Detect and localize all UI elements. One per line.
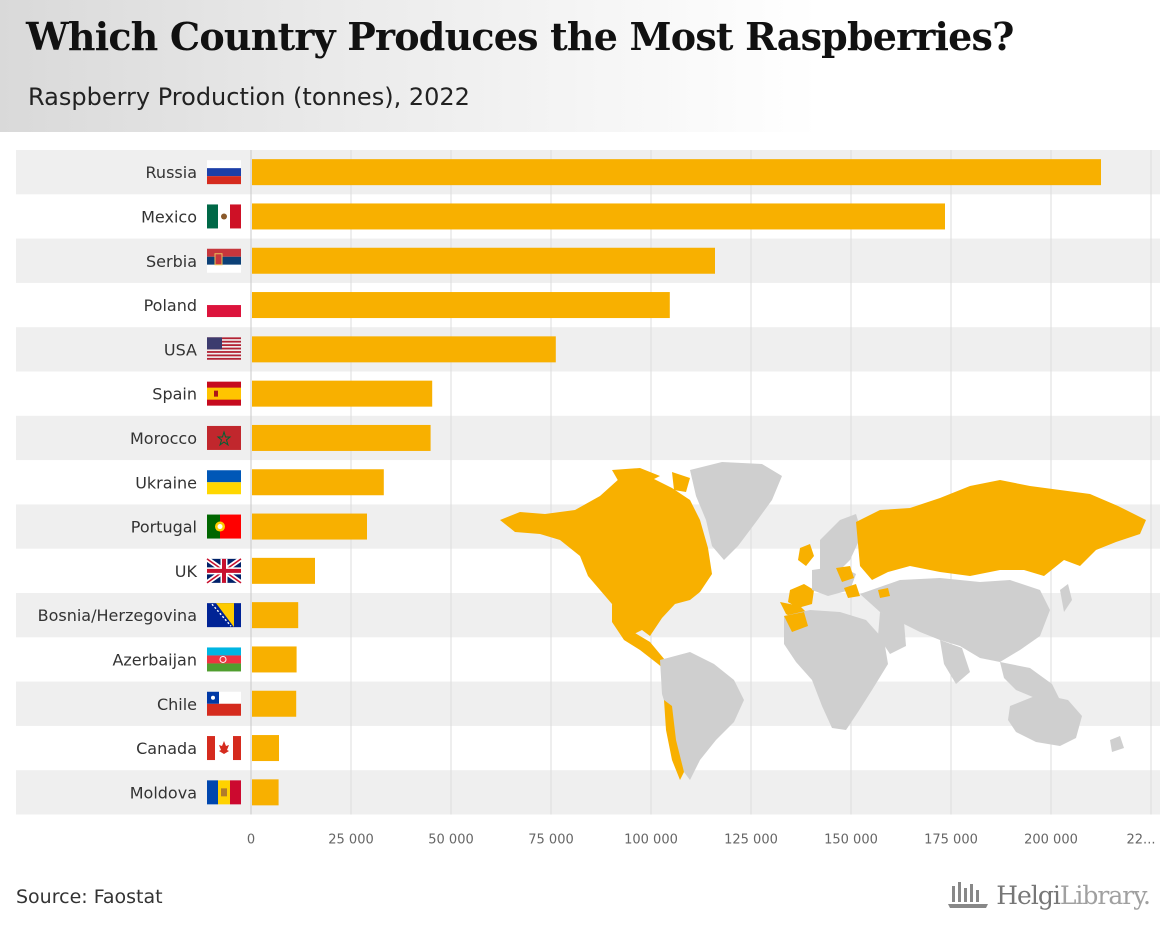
x-tick-label: 150 000 (824, 833, 878, 848)
x-tick-label: 175 000 (924, 833, 978, 848)
category-label: Canada (136, 739, 197, 758)
category-label: UK (175, 562, 198, 581)
bar-portugal (252, 513, 367, 540)
bar-usa (252, 336, 556, 363)
category-label: USA (164, 340, 197, 359)
bar-spain (252, 380, 433, 407)
bar-mexico (252, 203, 945, 230)
category-label: Bosnia/Herzegovina (38, 606, 197, 625)
bar-azerbaijan (252, 646, 297, 673)
flag-spain-icon (207, 381, 241, 406)
logo-brand-main: Helgi (996, 880, 1061, 910)
flag-usa-icon (207, 337, 241, 360)
bar-chart: Russia Mexico Serbia Poland USA Spain Morocco U… (16, 150, 1160, 848)
flag-serbia-icon (207, 248, 241, 273)
bar-poland (252, 292, 670, 319)
row-band (16, 770, 1160, 815)
x-tick-label: 200 000 (1024, 833, 1078, 848)
category-label: Moldova (130, 783, 197, 802)
bar-moldova (252, 779, 279, 806)
x-tick-label: 75 000 (528, 833, 574, 848)
category-label: Mexico (141, 207, 197, 226)
category-label: Chile (157, 695, 197, 714)
flag-bosnia-icon (207, 603, 241, 628)
flag-ukraine-icon (207, 470, 241, 495)
x-tick-label: 50 000 (428, 833, 474, 848)
x-tick-label: 22... (1127, 833, 1156, 848)
x-tick-label: 100 000 (624, 833, 678, 848)
category-label: Azerbaijan (112, 650, 197, 669)
bar-morocco (252, 424, 431, 451)
bar-uk (252, 557, 315, 584)
x-tick-label: 25 000 (328, 833, 374, 848)
logo-mark-icon (948, 882, 989, 908)
bar-chile (252, 690, 297, 717)
bar-serbia (252, 247, 715, 274)
row-band (16, 681, 1160, 726)
category-label: Morocco (130, 429, 197, 448)
category-label: Serbia (146, 252, 197, 271)
category-label: Russia (146, 163, 197, 182)
logo-brand-light: Library. (1059, 880, 1151, 910)
helgi-library-logo: HelgiLibrary. (948, 880, 1151, 910)
flag-morocco-icon (207, 425, 241, 450)
category-label: Poland (144, 296, 197, 315)
flag-moldova-icon (207, 780, 241, 805)
flag-russia-icon (207, 160, 241, 185)
source-note: Source: Faostat (16, 886, 163, 908)
flag-mexico-icon (207, 204, 241, 229)
category-label: Spain (152, 385, 197, 404)
x-tick-label: 0 (247, 833, 255, 848)
flag-portugal-icon (207, 514, 241, 539)
flag-azerbaijan-icon (207, 647, 241, 672)
category-label: Portugal (131, 518, 197, 537)
bar-bosnia-herzegovina (252, 602, 299, 629)
bar-russia (252, 159, 1101, 186)
bar-ukraine (252, 469, 384, 496)
row-band (16, 327, 1160, 372)
flag-canada-icon (207, 736, 241, 761)
page-title: Which Country Produces the Most Raspberr… (26, 14, 1014, 59)
page-subtitle: Raspberry Production (tonnes), 2022 (28, 83, 470, 111)
x-tick-label: 125 000 (724, 833, 778, 848)
row-band (16, 415, 1160, 461)
header-band (0, 0, 1170, 132)
bar-canada (252, 735, 279, 762)
flag-chile-icon (207, 691, 241, 716)
category-label: Ukraine (135, 473, 197, 492)
flag-uk-icon (205, 556, 243, 585)
flag-poland-icon (207, 293, 241, 318)
world-map-icon (500, 462, 1146, 780)
